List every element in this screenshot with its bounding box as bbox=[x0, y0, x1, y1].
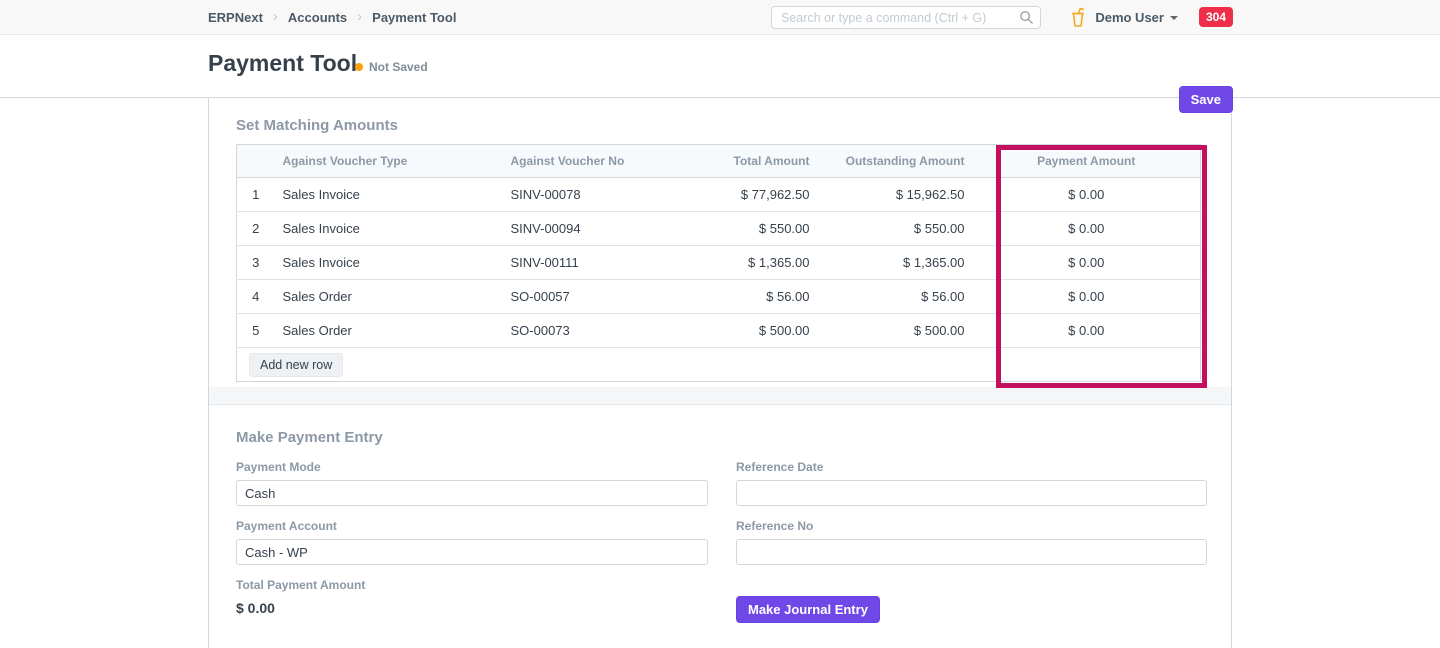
user-menu[interactable]: Demo User bbox=[1095, 10, 1178, 25]
row-index[interactable]: 2 bbox=[236, 211, 275, 246]
total-amount-cell[interactable]: $ 77,962.50 bbox=[692, 177, 818, 212]
total-amount-cell[interactable]: $ 550.00 bbox=[692, 211, 818, 246]
total-amount-cell[interactable]: $ 500.00 bbox=[692, 313, 818, 348]
global-search bbox=[771, 6, 1041, 29]
outstanding-amount-cell[interactable]: $ 1,365.00 bbox=[817, 245, 973, 280]
payment-entry-form: Payment Mode Reference Date Payment Acco… bbox=[236, 460, 1207, 623]
outstanding-amount-cell[interactable]: $ 500.00 bbox=[817, 313, 973, 348]
voucher-type-cell[interactable]: Sales Invoice bbox=[274, 211, 503, 246]
navbar-right: Demo User 304 bbox=[1070, 0, 1233, 34]
voucher-type-cell[interactable]: Sales Order bbox=[274, 279, 503, 314]
status-text: Not Saved bbox=[369, 60, 428, 74]
outstanding-amount-cell[interactable]: $ 56.00 bbox=[817, 279, 973, 314]
table-row: 2 Sales Invoice SINV-00094 $ 550.00 $ 550.00… bbox=[236, 211, 1201, 246]
table-row: 1 Sales Invoice SINV-00078 $ 77,962.50 $ 15,… bbox=[236, 177, 1201, 212]
search-input[interactable] bbox=[771, 6, 1041, 29]
voucher-type-cell[interactable]: Sales Invoice bbox=[274, 245, 503, 280]
navbar: ERPNext › Accounts › Payment Tool Demo U… bbox=[0, 0, 1440, 35]
chevron-right-icon: › bbox=[357, 7, 363, 25]
voucher-type-cell[interactable]: Sales Invoice bbox=[274, 177, 503, 212]
payment-amount-cell[interactable]: $ 0.00 bbox=[972, 313, 1201, 348]
voucher-no-cell[interactable]: SO-00057 bbox=[502, 279, 693, 314]
matching-amounts-table: Against Voucher Type Against Voucher No … bbox=[236, 144, 1201, 382]
save-status: Not Saved bbox=[355, 60, 428, 74]
voucher-no-cell[interactable]: SINV-00111 bbox=[502, 245, 693, 280]
payment-amount-cell[interactable]: $ 0.00 bbox=[972, 245, 1201, 280]
section-set-matching-amounts: Set Matching Amounts Against Voucher Typ… bbox=[209, 98, 1231, 382]
add-row-cell: Add new row bbox=[236, 347, 1201, 382]
col-total-amount: Total Amount bbox=[692, 144, 818, 178]
total-amount-cell[interactable]: $ 1,365.00 bbox=[692, 245, 818, 280]
table-header-row: Against Voucher Type Against Voucher No … bbox=[236, 144, 1201, 178]
payment-account-label: Payment Account bbox=[236, 519, 337, 533]
breadcrumb: ERPNext › Accounts › Payment Tool bbox=[208, 0, 456, 34]
status-dot-icon bbox=[355, 63, 363, 71]
total-amount-cell[interactable]: $ 56.00 bbox=[692, 279, 818, 314]
page-head: Payment Tool Not Saved Save bbox=[0, 35, 1440, 113]
total-payment-amount-field: Total Payment Amount $ 0.00 bbox=[236, 578, 708, 623]
section-divider bbox=[209, 387, 1231, 405]
section-heading: Make Payment Entry bbox=[236, 429, 383, 446]
outstanding-amount-cell[interactable]: $ 15,962.50 bbox=[817, 177, 973, 212]
voucher-no-cell[interactable]: SINV-00078 bbox=[502, 177, 693, 212]
notification-badge[interactable]: 304 bbox=[1198, 7, 1233, 27]
row-index[interactable]: 5 bbox=[236, 313, 275, 348]
add-row-row: Add new row bbox=[236, 347, 1201, 382]
col-against-voucher-no: Against Voucher No bbox=[502, 144, 693, 178]
payment-amount-cell[interactable]: $ 0.00 bbox=[972, 211, 1201, 246]
reference-date-label: Reference Date bbox=[736, 460, 824, 474]
table-row: 3 Sales Invoice SINV-00111 $ 1,365.00 $ 1,36… bbox=[236, 245, 1201, 280]
section-heading: Set Matching Amounts bbox=[236, 117, 398, 134]
frappe-cup-icon[interactable] bbox=[1070, 7, 1086, 28]
outstanding-amount-cell[interactable]: $ 550.00 bbox=[817, 211, 973, 246]
row-index[interactable]: 3 bbox=[236, 245, 275, 280]
table-row: 4 Sales Order SO-00057 $ 56.00 $ 56.00 $ 0.00 bbox=[236, 279, 1201, 314]
reference-no-input[interactable] bbox=[736, 539, 1207, 565]
add-new-row-button[interactable]: Add new row bbox=[249, 352, 344, 377]
form-layout: Set Matching Amounts Against Voucher Typ… bbox=[208, 98, 1232, 648]
voucher-no-cell[interactable]: SINV-00094 bbox=[502, 211, 693, 246]
table-row: 5 Sales Order SO-00073 $ 500.00 $ 500.00 $ 0.… bbox=[236, 313, 1201, 348]
payment-mode-input[interactable] bbox=[236, 480, 708, 506]
payment-account-field: Payment Account bbox=[236, 519, 708, 565]
col-against-voucher-type: Against Voucher Type bbox=[274, 144, 503, 178]
total-payment-amount-label: Total Payment Amount bbox=[236, 578, 366, 592]
chevron-right-icon: › bbox=[272, 7, 278, 25]
reference-date-field: Reference Date bbox=[736, 460, 1207, 506]
section-make-payment-entry: Make Payment Entry Payment Mode Referenc… bbox=[209, 405, 1231, 623]
make-journal-entry-cell: Make Journal Entry bbox=[736, 578, 1207, 623]
payment-amount-cell[interactable]: $ 0.00 bbox=[972, 279, 1201, 314]
save-button[interactable]: Save bbox=[1178, 86, 1233, 113]
make-journal-entry-button[interactable]: Make Journal Entry bbox=[736, 596, 880, 623]
col-payment-amount: Payment Amount bbox=[972, 144, 1201, 178]
breadcrumb-payment-tool[interactable]: Payment Tool bbox=[372, 9, 457, 25]
payment-mode-label: Payment Mode bbox=[236, 460, 321, 474]
user-name: Demo User bbox=[1095, 9, 1164, 25]
payment-amount-cell[interactable]: $ 0.00 bbox=[972, 177, 1201, 212]
col-index bbox=[236, 144, 275, 178]
total-payment-amount-value: $ 0.00 bbox=[236, 600, 275, 616]
breadcrumb-accounts[interactable]: Accounts bbox=[287, 9, 348, 25]
col-outstanding-amount: Outstanding Amount bbox=[817, 144, 973, 178]
payment-mode-field: Payment Mode bbox=[236, 460, 708, 506]
reference-date-input[interactable] bbox=[736, 480, 1207, 506]
voucher-type-cell[interactable]: Sales Order bbox=[274, 313, 503, 348]
caret-down-icon bbox=[1169, 16, 1178, 20]
reference-no-label: Reference No bbox=[736, 519, 814, 533]
voucher-no-cell[interactable]: SO-00073 bbox=[502, 313, 693, 348]
breadcrumb-erpnext[interactable]: ERPNext bbox=[208, 9, 263, 25]
search-icon bbox=[1019, 10, 1034, 30]
row-index[interactable]: 1 bbox=[236, 177, 275, 212]
payment-account-input[interactable] bbox=[236, 539, 708, 565]
reference-no-field: Reference No bbox=[736, 519, 1207, 565]
page-title: Payment Tool bbox=[208, 50, 358, 76]
row-index[interactable]: 4 bbox=[236, 279, 275, 314]
